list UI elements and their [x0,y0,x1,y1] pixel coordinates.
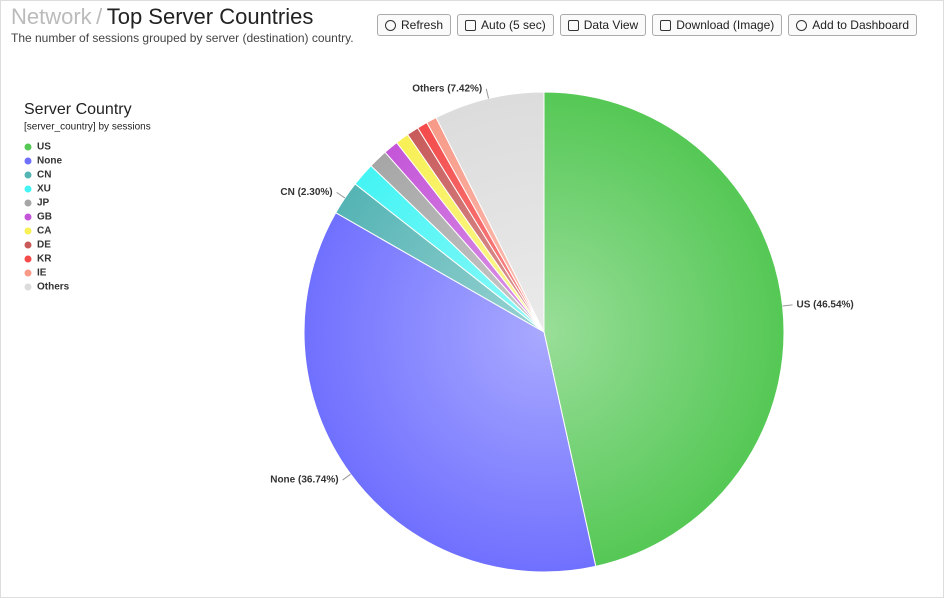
button-label: Add to Dashboard [812,18,909,32]
pie-slice [435,91,545,333]
legend-label: IE [37,268,47,279]
separator: / [96,4,103,29]
label-line [336,191,346,199]
toolbar-button[interactable]: Auto (5 sec) [457,14,554,36]
legend-marker [24,241,32,249]
legend-marker [24,255,32,263]
legend-label: JP [37,198,50,209]
data-label: CN (2.30%) [280,187,332,198]
legend-label: Others [37,282,70,293]
legend-marker [24,185,32,193]
legend-label: DE [37,240,51,251]
data-label: US (46.54%) [797,300,854,311]
breadcrumb[interactable]: Network [11,4,92,29]
button-label: Download (Image) [676,18,775,32]
label-line [485,88,490,99]
legend-marker [24,227,32,235]
data-label: None (36.74%) [270,475,338,486]
icon [567,19,579,31]
toolbar: Refresh Auto (5 sec) Data View Download (Im… [377,14,917,36]
legend-label: GB [37,212,52,223]
header: Network / Top Server Countries The numbe… [11,4,354,45]
button-label: Refresh [401,18,444,32]
pie-slice [303,212,597,573]
label-line [782,304,793,307]
toolbar-button[interactable]: Add to Dashboard [788,14,917,36]
legend-marker [24,269,32,277]
toolbar-button[interactable]: Download (Image) [652,14,783,36]
icon [660,19,672,31]
legend-label: CA [37,226,51,237]
legend-marker [24,171,32,179]
page-title: Top Server Countries [106,4,314,29]
pie-slice [543,91,785,567]
legend-marker [24,199,32,207]
legend-label: CN [37,170,51,181]
data-label: Others (7.42%) [412,83,482,94]
icon [465,19,477,31]
toolbar-button[interactable]: Refresh [377,14,452,36]
description: The number of sessions grouped by server… [11,31,354,45]
legend-title: Server Country [24,101,132,118]
legend-label: KR [37,254,52,265]
legend-marker [24,213,32,221]
legend-marker [24,143,32,151]
legend-label: None [37,156,62,167]
legend-marker [24,283,32,291]
label-line [342,473,351,481]
toolbar-button[interactable]: Data View [559,14,647,36]
button-label: Data View [583,18,639,32]
legend-subtitle: [server_country] by sessions [24,122,151,133]
legend-marker [24,157,32,165]
button-label: Auto (5 sec) [481,18,546,32]
legend-label: XU [37,184,51,195]
icon [385,19,396,31]
icon [796,19,808,31]
legend-label: US [37,142,51,153]
